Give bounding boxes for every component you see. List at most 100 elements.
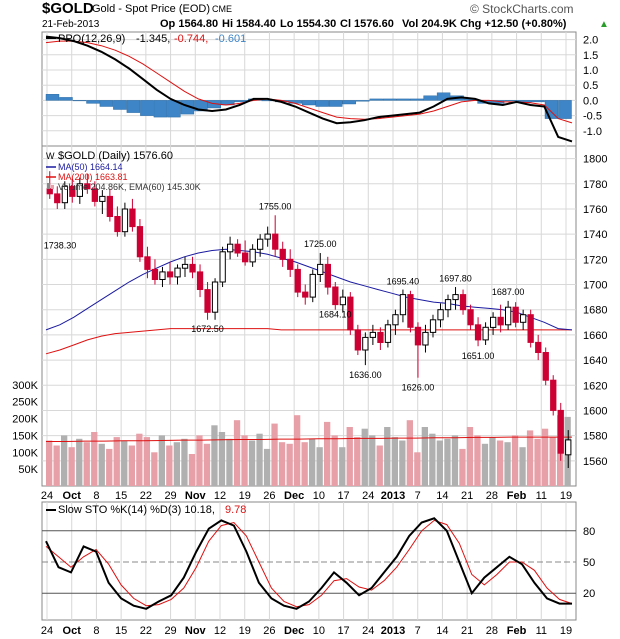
candle-body	[512, 306, 519, 323]
candle-body	[309, 273, 316, 298]
candle-body	[347, 296, 354, 331]
x-tick-label: 17	[337, 490, 349, 502]
x-tick-label: 24	[362, 490, 374, 502]
volume-bar	[489, 437, 496, 486]
x-tick-label: 22	[140, 490, 152, 502]
volume-y-tick: 300K	[12, 380, 38, 392]
candle-body	[294, 268, 301, 293]
x-tick-label: 17	[337, 625, 349, 637]
x-tick-label: Feb	[507, 625, 527, 637]
x-tick-label: Nov	[185, 490, 207, 502]
ppo-legend: PPO(12,26,9) -1.345, -0.744, -0.601	[46, 33, 246, 45]
x-tick-label: 8	[93, 490, 99, 502]
candle-body	[242, 252, 249, 263]
candle-body	[384, 324, 392, 343]
x-tick-label: 19	[560, 625, 572, 637]
candle-body	[114, 216, 121, 233]
exchange-label: CME	[212, 4, 232, 14]
x-tick-label: 24	[41, 625, 53, 637]
candle-body	[234, 243, 241, 254]
x-tick-label: Oct	[63, 625, 82, 637]
volume-bar	[278, 442, 286, 486]
price-y-tick: 1660	[583, 330, 607, 342]
quote-volume: Vol 204.9K	[402, 18, 457, 30]
candle-body	[99, 195, 106, 202]
candle-body	[474, 324, 482, 341]
candle-body	[204, 289, 211, 313]
price-annotation: 1755.00	[259, 201, 292, 211]
x-tick-label: Oct	[63, 490, 82, 502]
volume-bar	[459, 448, 466, 486]
ppo-histogram-bar	[504, 100, 518, 102]
candle-body	[414, 326, 422, 346]
candle-body	[392, 314, 399, 326]
x-tick-label: 2013	[381, 490, 405, 502]
ppo-histogram-bar	[194, 100, 208, 112]
volume-bar	[256, 433, 263, 486]
volume-bar	[286, 443, 293, 486]
candle-body	[339, 296, 347, 306]
price-y-tick: 1780	[583, 179, 607, 191]
sto-legend: Slow STO %K(14) %D(3) 10.18, 9.78	[46, 504, 246, 516]
candle-body	[505, 306, 512, 326]
price-annotation: 1636.00	[349, 370, 382, 380]
x-tick-label: 29	[164, 625, 176, 637]
ppo-y-tick: 0.0	[583, 95, 598, 107]
volume-bar	[384, 427, 391, 486]
candle-body	[91, 188, 98, 202]
candle-body	[46, 188, 53, 195]
candle-body	[196, 271, 204, 290]
price-annotation: 1697.80	[439, 273, 472, 283]
candle-body	[452, 294, 459, 301]
volume-bar	[399, 440, 406, 486]
price-annotation: 1695.40	[387, 276, 420, 286]
candle-body	[369, 331, 377, 338]
volume-bar	[136, 433, 143, 486]
volume-bar	[481, 443, 489, 486]
ppo-histogram-bar	[342, 100, 356, 105]
candle-body	[467, 309, 474, 326]
volume-y-tick: 250K	[12, 397, 38, 409]
candle-body	[136, 226, 144, 258]
x-tick-label: 14	[436, 625, 448, 637]
chart-icon: W	[46, 151, 55, 161]
candle-body	[302, 291, 309, 298]
ppo-signal-line	[45, 40, 573, 124]
ppo-histogram-bar	[153, 100, 168, 118]
x-tick-label: 2013	[381, 625, 405, 637]
volume-bar	[324, 421, 331, 486]
volume-bar	[339, 447, 346, 486]
candle-body	[354, 329, 362, 351]
candle-body	[106, 195, 113, 217]
candle-body	[317, 263, 324, 275]
volume-bar	[248, 440, 256, 486]
ppo-histogram-bar	[45, 94, 60, 101]
volume-bar	[354, 437, 361, 486]
x-tick-label: 10	[313, 625, 325, 637]
sto-d-line	[45, 519, 573, 608]
candle-body	[84, 183, 91, 190]
candle-body	[565, 439, 572, 456]
ppo-histogram-bar	[126, 100, 141, 113]
x-tick-label: 15	[115, 625, 127, 637]
volume-bar	[173, 442, 180, 486]
volume-bar	[496, 440, 504, 486]
price-annotation: 1672.50	[191, 324, 224, 334]
volume-bar	[474, 435, 481, 486]
volume-bar	[391, 437, 398, 486]
price-y-tick: 1720	[583, 254, 607, 266]
ppo-histogram-bar	[72, 100, 87, 102]
x-tick-label: 12	[214, 625, 226, 637]
ppo-histogram-bar	[113, 100, 127, 110]
candle-body	[257, 238, 264, 250]
candle-body	[497, 316, 504, 326]
volume-bar	[98, 443, 105, 486]
candle-body	[324, 263, 332, 288]
volume-bar	[113, 437, 120, 486]
volume-bar	[511, 435, 519, 486]
volume-bar	[519, 447, 526, 486]
candle-body	[399, 294, 407, 316]
volume-bar	[263, 448, 271, 486]
volume-label: Volume 204.86K, EMA(60) 145.30K	[58, 182, 201, 192]
price-annotation: 1684.10	[319, 310, 352, 320]
